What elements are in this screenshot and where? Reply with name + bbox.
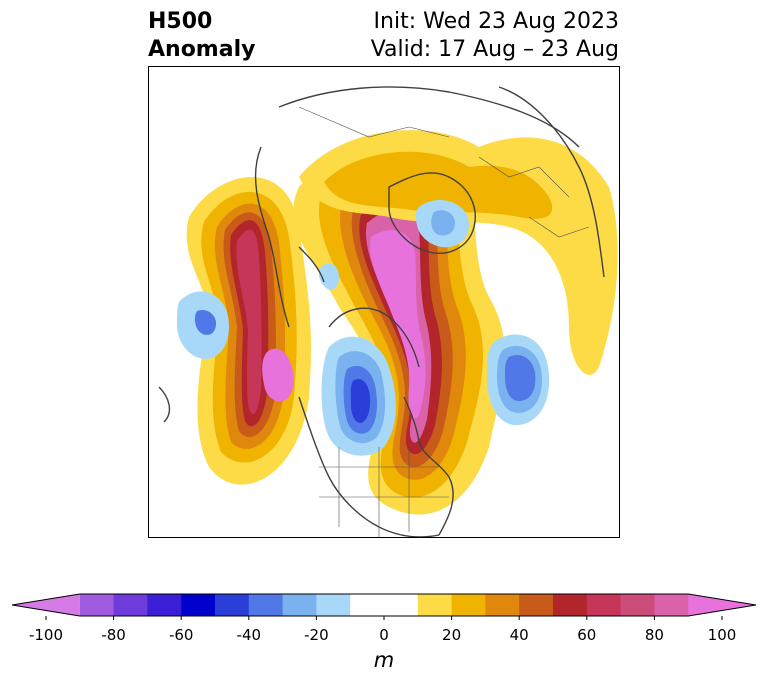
colorbar-tick-label: 80: [644, 626, 664, 644]
colorbar-tick-label: 60: [577, 626, 597, 644]
colorbar-tick-label: -100: [28, 626, 64, 644]
colorbar-tick-label: 20: [442, 626, 462, 644]
trough-arctic-small: [318, 263, 339, 290]
colorbar-tick-label: 40: [509, 626, 529, 644]
colorbar-segment: [350, 594, 385, 616]
colorbar-outline: [11, 593, 757, 617]
colorbar-segment: [417, 594, 453, 616]
trough-central-canada: [321, 336, 396, 456]
colorbar-segment: [282, 594, 317, 616]
colorbar-segment: [620, 594, 655, 616]
trough-europe: [415, 200, 469, 248]
colorbar-segment: [485, 594, 520, 616]
map-dates: Init: Wed 23 Aug 2023 Valid: 17 Aug – 23…: [371, 8, 619, 64]
colorbar-segment: [12, 594, 80, 616]
anomaly-map-canvas: [158, 86, 618, 537]
colorbar-segments: [11, 593, 757, 617]
colorbar-segment: [316, 594, 351, 616]
colorbar-tick-label: -40: [236, 626, 262, 644]
colorbar-tick-label: -20: [304, 626, 329, 644]
colorbar: [11, 593, 757, 620]
colorbar-segment: [451, 594, 486, 616]
colorbar-segment: [113, 594, 148, 616]
colorbar-segment: [215, 594, 250, 616]
colorbar-segment: [519, 594, 554, 616]
colorbar-segment: [79, 594, 115, 616]
anomaly-map: [148, 66, 620, 538]
colorbar-segment: [553, 594, 588, 616]
colorbar-segment: [688, 594, 756, 616]
colorbar-tick-label: -60: [168, 626, 194, 644]
colorbar-segment: [181, 594, 216, 616]
title-variable: H500: [148, 9, 213, 34]
colorbar-segment: [384, 594, 419, 616]
trough-north-atlantic: [487, 334, 550, 426]
ridge-eurasia: [299, 130, 618, 375]
colorbar-tick-marks: [45, 616, 723, 620]
init-date: Init: Wed 23 Aug 2023: [373, 9, 619, 34]
title-anomaly: Anomaly: [148, 37, 256, 62]
colorbar-segment: [654, 594, 689, 616]
colorbar-segment: [586, 594, 622, 616]
ridge-west-north-america: [186, 177, 311, 485]
coastlines: [158, 86, 605, 537]
country-borders: [298, 106, 590, 537]
colorbar-tick-label: 100: [707, 626, 737, 644]
colorbar-tick-label: -80: [101, 626, 126, 644]
valid-range: Valid: 17 Aug – 23 Aug: [370, 37, 619, 62]
colorbar-segment: [248, 594, 284, 616]
colorbar-unit: m: [373, 648, 395, 672]
trough-north-pacific: [177, 291, 229, 359]
map-title: H500 Anomaly: [148, 8, 255, 64]
colorbar-segment: [147, 594, 182, 616]
colorbar-tick-label: 0: [379, 626, 389, 644]
